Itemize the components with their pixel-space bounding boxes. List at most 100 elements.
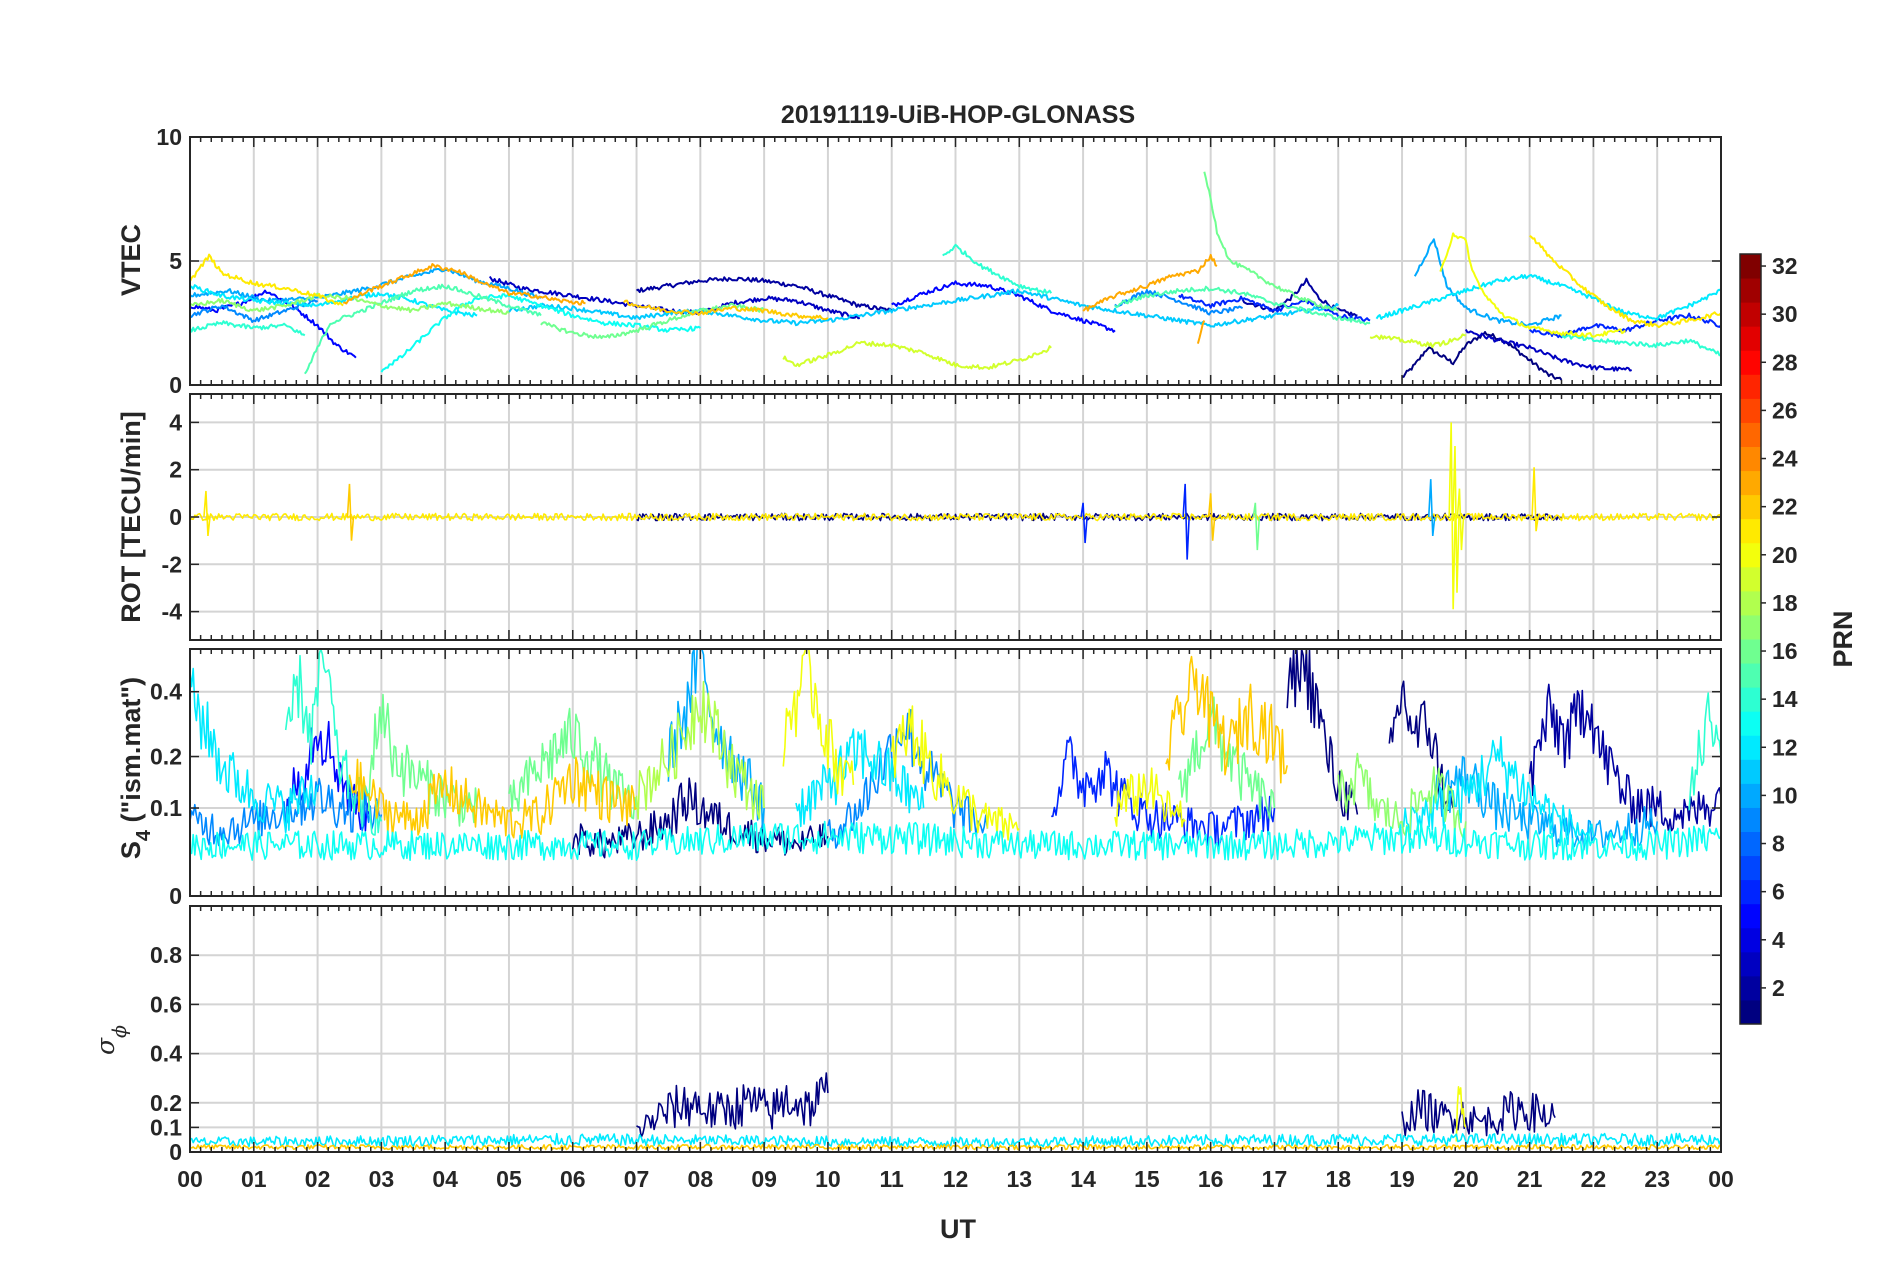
s4-series-prn-10 — [667, 648, 765, 830]
vtec-series-prn-23 — [1196, 320, 1206, 344]
sigma-ytick-label: 0.8 — [150, 942, 182, 968]
s4-ytick-label: 0.1 — [150, 795, 182, 821]
x-tick-label: 18 — [1325, 1166, 1351, 1192]
colorbar-label: PRN — [1828, 610, 1858, 667]
s4-series-prn-16 — [508, 707, 638, 820]
sigma-axes: 00.10.2 0.4 0.6 0.8 — [150, 905, 1722, 1165]
vtec-series-prn-16 — [1203, 171, 1339, 312]
colorbar-cell — [1740, 518, 1761, 544]
colorbar-tick-label: 22 — [1772, 494, 1798, 520]
vtec-series-prn-23 — [343, 263, 586, 306]
rot-ylabel: ROT [TECU/min] — [116, 411, 146, 622]
colorbar-cell — [1740, 542, 1761, 568]
s4-ytick-label: 0 — [169, 883, 182, 909]
sigma-ytick-label: 0.2 — [150, 1090, 182, 1116]
colorbar-cell — [1740, 711, 1761, 736]
colorbar-cell — [1740, 879, 1761, 905]
rot-series-prn-21 — [189, 512, 1722, 522]
vtec-ytick-label: 5 — [169, 248, 182, 274]
vtec-series-prn-14 — [189, 320, 306, 337]
colorbar-cells — [1740, 254, 1761, 1025]
colorbar-cell — [1740, 278, 1761, 303]
colorbar-tick-label: 30 — [1772, 301, 1798, 327]
sigma-ytick-label: 0.1 — [150, 1114, 182, 1140]
colorbar-tick-label: 4 — [1772, 927, 1785, 953]
colorbar-cell — [1740, 975, 1761, 1001]
vtec-data — [189, 171, 1722, 381]
vtec-series-prn-17 — [189, 292, 510, 315]
rot-panel: -4 -2 0 2 4 — [162, 393, 1722, 641]
colorbar-cell — [1740, 590, 1761, 616]
s4-series-prn-18 — [635, 680, 765, 821]
colorbar-tick-label: 24 — [1772, 446, 1798, 472]
x-tick-labels: 00 01 02 03 04 05 06 07 08 09 10 11 12 13 14 15 16 17 18 19… — [177, 1166, 1734, 1192]
vtec-series-prn-9 — [1114, 289, 1244, 316]
colorbar-cell — [1740, 614, 1761, 640]
vtec-series-prn-11 — [508, 288, 1340, 328]
rot-axes: -4 -2 0 2 4 — [162, 393, 1722, 641]
colorbar-cell — [1740, 687, 1761, 712]
colorbar-tick-label: 10 — [1772, 782, 1798, 808]
colorbar-cell — [1740, 639, 1761, 664]
vtec-series-prn-15 — [1114, 285, 1371, 326]
sigma-ylabel-main: σ — [91, 1037, 120, 1055]
colorbar-cell — [1740, 422, 1761, 447]
x-tick-label: 17 — [1262, 1166, 1288, 1192]
vtec-series-prn-5 — [891, 280, 1116, 333]
s4-series-prn-16 — [367, 693, 478, 827]
colorbar-cell — [1740, 807, 1761, 832]
colorbar-cell — [1740, 783, 1761, 808]
colorbar-frame — [1739, 253, 1762, 1025]
x-tick-label: 06 — [560, 1166, 586, 1192]
colorbar-cell — [1740, 350, 1761, 375]
colorbar-tick-label: 2 — [1772, 975, 1785, 1001]
vtec-ytick-label: 10 — [156, 124, 182, 150]
sigma-ylabel-sub: ϕ — [109, 1025, 131, 1038]
s4-ylabel-main: S — [116, 841, 146, 859]
s4-series-prn-22 — [348, 756, 637, 839]
colorbar-tick-label: 6 — [1772, 879, 1785, 905]
colorbar-tick-label: 18 — [1772, 590, 1798, 616]
colorbar-cell — [1740, 735, 1761, 760]
x-tick-label: 08 — [688, 1166, 714, 1192]
x-tick-label: 21 — [1517, 1166, 1543, 1192]
vtec-series-prn-16 — [540, 302, 765, 340]
colorbar-cell — [1740, 927, 1761, 953]
rot-spike-prn-20 — [1452, 446, 1460, 593]
x-tick-label: 19 — [1389, 1166, 1415, 1192]
vtec-axes: 0 5 10 — [156, 124, 1722, 398]
colorbar-cell — [1740, 446, 1761, 472]
vtec-series-prn-14 — [1561, 334, 1721, 357]
vtec-series-prn-5 — [189, 289, 357, 359]
vtec-series-prn-21 — [1529, 235, 1722, 329]
sigma-ytick-label: 0.6 — [150, 991, 182, 1017]
colorbar-cell — [1740, 470, 1761, 496]
sigma-ytick-label: 0 — [169, 1139, 182, 1165]
s4-ylabel-rest: ("ism.mat") — [116, 677, 146, 830]
x-tick-label: 12 — [943, 1166, 969, 1192]
rot-ytick-label: -2 — [162, 551, 182, 577]
s4-ytick-label: 0.2 — [150, 744, 182, 770]
colorbar-tick-label: 32 — [1772, 253, 1798, 279]
s4-series-prn-1 — [1388, 680, 1454, 811]
rot-spike-prn-21 — [1531, 467, 1539, 532]
vtec-series-prn-21 — [189, 253, 344, 307]
x-tick-label: 13 — [1006, 1166, 1032, 1192]
rot-ytick-label: 4 — [169, 409, 182, 435]
rot-ytick-label: 0 — [169, 504, 182, 530]
colorbar-cell — [1740, 494, 1761, 520]
s4-ytick-label: 0.4 — [150, 679, 182, 705]
colorbar-cell — [1740, 831, 1761, 857]
x-tick-label: 04 — [432, 1166, 458, 1192]
x-tick-label: 07 — [624, 1166, 650, 1192]
colorbar-cell — [1740, 663, 1761, 688]
vtec-series-prn-15 — [304, 283, 542, 375]
x-tick-label: 10 — [815, 1166, 841, 1192]
colorbar-cell — [1740, 855, 1761, 881]
rot-spike-prn-20 — [1456, 488, 1465, 551]
rot-series-prn-1 — [636, 512, 1563, 522]
colorbar-tick-label: 8 — [1772, 831, 1785, 857]
s4-series-prn-22 — [1165, 655, 1288, 784]
x-tick-label: 05 — [496, 1166, 522, 1192]
s4-series-prn-12 — [189, 667, 319, 834]
